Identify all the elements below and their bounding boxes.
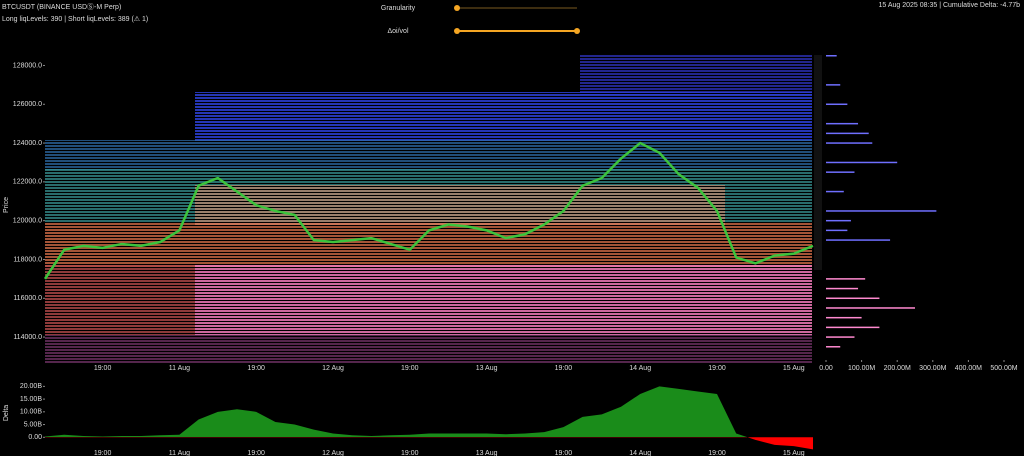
- hist-bar: [826, 142, 873, 144]
- x-tick-label: 12 Aug: [322, 450, 344, 456]
- x-tick-label: 19:00: [94, 365, 112, 372]
- hist-bar: [826, 307, 915, 309]
- x-tick-label: 19:00: [708, 365, 726, 372]
- heatmap: [45, 55, 812, 365]
- x-tick-label: 300.00M: [919, 365, 946, 372]
- hist-bar: [826, 84, 841, 86]
- levels: Long liqLevels: 390 | Short liqLevels: 3…: [2, 15, 148, 23]
- y-tick-label: 124000.0: [13, 140, 42, 147]
- hist-bar: [826, 171, 855, 173]
- x-tick-label: 19:00: [555, 365, 573, 372]
- hist-bar: [826, 190, 844, 193]
- y-tick-label: 5.00B: [24, 421, 43, 428]
- y-axis-label: Delta: [3, 405, 10, 421]
- slider-handle[interactable]: [454, 28, 460, 34]
- slider-handle[interactable]: [454, 5, 460, 11]
- y-tick-label: 10.00B: [20, 409, 43, 416]
- y-tick-label: 118000.0: [13, 256, 42, 263]
- x-tick-label: 19:00: [94, 450, 112, 456]
- hist-bar: [826, 132, 869, 135]
- y-axis-label: Price: [3, 197, 10, 213]
- x-tick-label: 14 Aug: [629, 365, 651, 372]
- x-tick-label: 19:00: [247, 450, 265, 456]
- hist-bar: [826, 161, 898, 164]
- y-tick-label: 120000.0: [13, 218, 42, 225]
- x-tick-label: 19:00: [708, 450, 726, 456]
- hist-bar: [826, 229, 848, 232]
- status: 15 Aug 2025 08:35 | Cumulative Delta: -4…: [878, 2, 1020, 9]
- y-tick-label: 116000.0: [13, 295, 42, 302]
- y-tick-label: 114000.0: [13, 334, 42, 341]
- hist-bar: [826, 346, 841, 348]
- x-tick-label: 13 Aug: [476, 365, 498, 372]
- x-tick-label: 0.00: [819, 365, 833, 372]
- hist-bar: [826, 326, 880, 329]
- hist-bar: [826, 122, 859, 125]
- delta-area: [45, 386, 747, 437]
- y-tick-label: 122000.0: [13, 179, 42, 186]
- y-tick-label: 128000.0: [13, 62, 42, 69]
- y-tick-label: 20.00B: [20, 383, 43, 390]
- x-tick-label: 13 Aug: [476, 450, 498, 456]
- control-label: Δoi/vol: [387, 28, 408, 35]
- x-tick-label: 14 Aug: [629, 450, 651, 456]
- control-label: Granularity: [381, 5, 416, 12]
- hist-bar: [826, 239, 891, 241]
- x-tick-label: 500.00M: [990, 365, 1017, 372]
- hist-bar: [826, 55, 837, 57]
- hist-bar: [826, 336, 855, 338]
- slider-handle[interactable]: [574, 28, 580, 34]
- hist-bar: [826, 316, 862, 319]
- y-tick-label: 15.00B: [20, 396, 43, 403]
- x-tick-label: 19:00: [247, 365, 265, 372]
- x-tick-label: 15 Aug: [783, 365, 805, 372]
- x-tick-label: 11 Aug: [169, 450, 190, 456]
- hist-bar: [826, 210, 937, 212]
- x-tick-label: 200.00M: [884, 365, 911, 372]
- x-tick-label: 11 Aug: [169, 365, 190, 372]
- hist-bar: [826, 287, 859, 290]
- hist-bar: [826, 278, 866, 280]
- hist-bar: [826, 219, 851, 222]
- x-tick-label: 15 Aug: [783, 450, 805, 456]
- y-tick-label: 0.00: [28, 434, 42, 441]
- x-tick-label: 400.00M: [955, 365, 982, 372]
- hist-bar: [826, 103, 848, 106]
- x-tick-label: 100.00M: [848, 365, 875, 372]
- symbol: BTCUSDT (BINANCE USDⓈ-M Perp): [2, 3, 121, 11]
- x-tick-label: 19:00: [555, 450, 573, 456]
- x-tick-label: 12 Aug: [322, 365, 344, 372]
- y-tick-label: 126000.0: [13, 101, 42, 108]
- x-tick-label: 19:00: [401, 450, 419, 456]
- hist-bar: [826, 297, 880, 300]
- x-tick-label: 19:00: [401, 365, 419, 372]
- price-line: [43, 141, 814, 280]
